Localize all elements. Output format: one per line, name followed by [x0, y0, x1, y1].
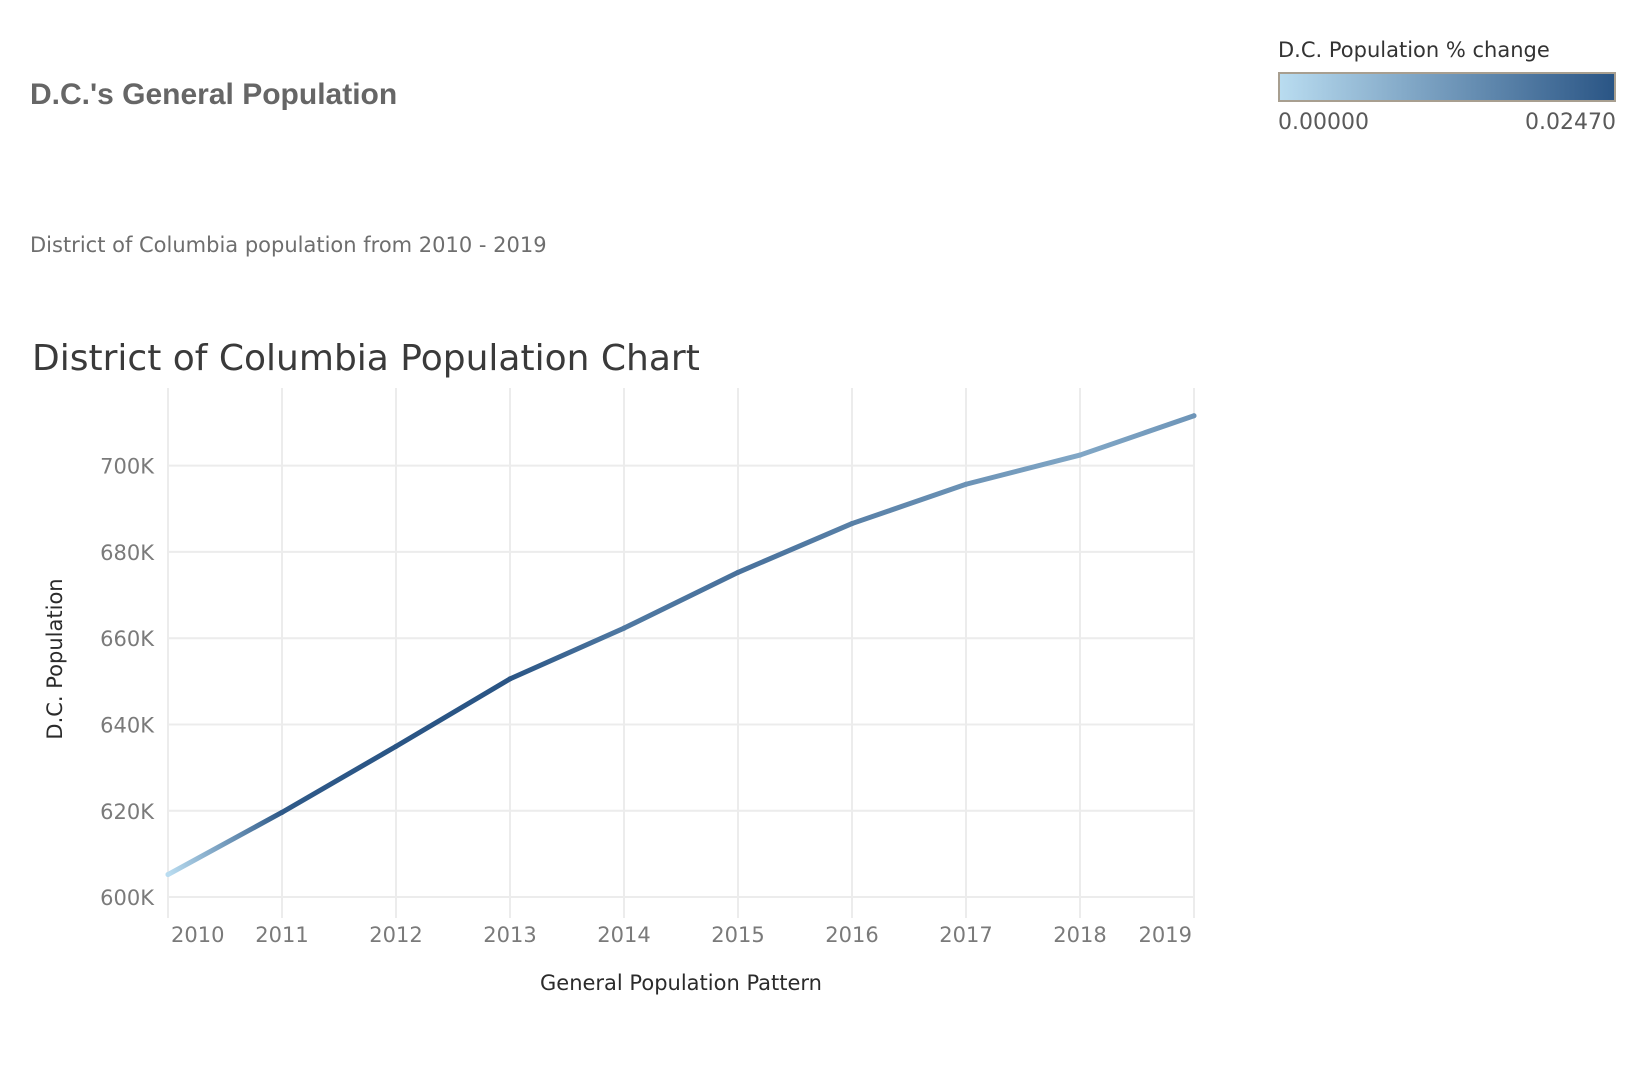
- legend-gradient-bar: [1278, 72, 1616, 102]
- x-tick-label: 2013: [483, 923, 536, 947]
- x-tick-label: 2018: [1053, 923, 1106, 947]
- y-axis-ticks: 600K 620K 640K 660K 680K 700K: [100, 455, 155, 910]
- y-tick-label: 680K: [100, 541, 155, 565]
- line-segment: [735, 521, 855, 575]
- data-point: [507, 676, 513, 682]
- dashboard-subtitle: District of Columbia population from 201…: [30, 233, 547, 257]
- data-point: [963, 481, 969, 487]
- x-axis-label: General Population Pattern: [540, 971, 822, 995]
- line-segment: [621, 569, 741, 631]
- dashboard-title: D.C.'s General Population: [30, 78, 398, 111]
- population-line: [165, 413, 1197, 878]
- y-tick-label: 620K: [100, 800, 155, 824]
- chart-title: District of Columbia Population Chart: [32, 338, 700, 379]
- data-point: [849, 521, 855, 527]
- x-tick-label: 2019: [1139, 923, 1192, 947]
- x-tick-label: 2015: [711, 923, 764, 947]
- x-tick-label: 2012: [369, 923, 422, 947]
- y-tick-label: 660K: [100, 627, 155, 651]
- y-tick-label: 640K: [100, 713, 155, 737]
- legend-min-label: 0.00000: [1278, 110, 1369, 135]
- x-tick-label: 2014: [597, 923, 650, 947]
- x-tick-label: 2010: [171, 923, 224, 947]
- line-segment: [849, 481, 969, 527]
- y-axis-label: D.C. Population: [43, 578, 67, 739]
- data-point: [279, 809, 285, 815]
- data-point: [735, 569, 741, 575]
- line-segment: [963, 452, 1083, 487]
- line-segment: [393, 676, 513, 749]
- x-tick-label: 2011: [255, 923, 308, 947]
- data-point: [393, 743, 399, 749]
- line-segment: [507, 625, 627, 682]
- chart-grid: [167, 388, 1195, 918]
- data-point: [621, 625, 627, 631]
- x-axis-ticks: 2010 2011 2012 2013 2014 2015 2016 2017 2018 2019: [171, 923, 1192, 947]
- x-tick-label: 2017: [939, 923, 992, 947]
- line-segment: [1077, 413, 1197, 458]
- x-tick-label: 2016: [825, 923, 878, 947]
- legend-title: D.C. Population % change: [1278, 38, 1550, 62]
- line-segment: [165, 809, 285, 878]
- legend-max-label: 0.02470: [1525, 110, 1616, 135]
- line-segment: [279, 743, 399, 815]
- data-point: [1077, 452, 1083, 458]
- y-tick-label: 600K: [100, 886, 155, 910]
- data-point: [165, 872, 171, 878]
- data-point: [1191, 413, 1197, 419]
- y-tick-label: 700K: [100, 455, 155, 479]
